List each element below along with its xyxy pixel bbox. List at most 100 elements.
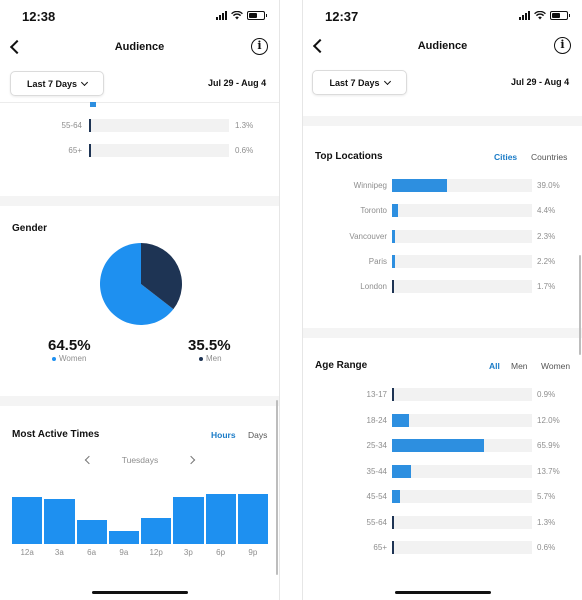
- screen-gap: [280, 0, 302, 600]
- bar-track: [392, 280, 532, 294]
- bar-fill: [392, 229, 395, 243]
- bar-track: [392, 254, 532, 268]
- women-legend: Women: [52, 354, 86, 363]
- women-dot-icon: [52, 356, 56, 361]
- hour-bar[interactable]: [108, 531, 139, 544]
- hour-tick-label: 6p: [216, 548, 226, 557]
- row-label: 13-17: [366, 390, 387, 399]
- bar-track: [392, 204, 532, 218]
- phone-screen-right: 12:37 Audience i Last 7 Days Jul 29 - Au…: [302, 0, 582, 600]
- bar-fill: [392, 439, 484, 452]
- men-label: Men: [206, 354, 222, 363]
- row-label: 55-64: [61, 121, 82, 130]
- hour-bar[interactable]: [76, 520, 107, 544]
- bar-track: [392, 439, 532, 452]
- wifi-icon: [534, 11, 546, 20]
- chevron-left-icon[interactable]: [84, 455, 94, 465]
- gender-pie-chart: [99, 243, 182, 325]
- bar-fill: [392, 204, 398, 218]
- bar-fill: [392, 541, 394, 554]
- phone-screen-left: 12:38 Audience i Last 7 Days Jul 29 - Au…: [0, 0, 280, 600]
- row-value: 1.3%: [537, 517, 556, 527]
- status-icons: [519, 11, 570, 20]
- active-times-axis: 12a 3a 6a 9a 12p 3p 6p 9p: [12, 548, 270, 560]
- bar-fill: [392, 280, 394, 294]
- hour-tick-label: 3p: [183, 548, 193, 557]
- tab-days[interactable]: Days: [248, 430, 268, 440]
- info-icon[interactable]: i: [251, 38, 268, 55]
- men-legend: Men: [199, 354, 222, 363]
- hour-tick-label: 6a: [87, 548, 97, 557]
- row-value: 65.9%: [537, 441, 560, 450]
- tab-men[interactable]: Men: [511, 361, 528, 371]
- most-active-times-title: Most Active Times: [12, 429, 100, 440]
- date-range-text: Jul 29 - Aug 4: [208, 78, 267, 88]
- hour-bar[interactable]: [141, 518, 172, 544]
- date-range-text: Jul 29 - Aug 4: [511, 77, 570, 87]
- date-range-dropdown[interactable]: Last 7 Days: [10, 71, 104, 96]
- row-value: 12.0%: [537, 415, 560, 425]
- row-label: 55-64: [366, 517, 387, 527]
- tab-women[interactable]: Women: [541, 361, 571, 371]
- row-label: 65+: [373, 543, 387, 552]
- row-value: 13.7%: [537, 466, 560, 476]
- row-value: 2.2%: [537, 256, 556, 266]
- row-value: 1.7%: [537, 282, 556, 292]
- date-range-dropdown[interactable]: Last 7 Days: [312, 70, 407, 95]
- age-range-title: Age Range: [315, 360, 368, 371]
- tab-hours[interactable]: Hours: [211, 430, 236, 440]
- info-icon[interactable]: i: [554, 37, 571, 54]
- pie-slice-men: [141, 243, 182, 310]
- top-locations-title: Top Locations: [315, 151, 383, 162]
- bar-track: [392, 413, 532, 427]
- row-value: 0.6%: [537, 543, 556, 552]
- tab-all[interactable]: All: [489, 361, 500, 371]
- women-percent: 64.5%: [48, 337, 91, 354]
- hour-tick-label: 9a: [119, 548, 129, 557]
- home-indicator[interactable]: [395, 591, 491, 594]
- age-bar-partial: [90, 102, 96, 107]
- scroll-indicator[interactable]: [579, 255, 581, 355]
- section-separator: [303, 328, 582, 338]
- bar-track: [392, 388, 532, 401]
- bar-track: [89, 119, 229, 132]
- bar-fill: [89, 144, 91, 157]
- row-label: 45-54: [366, 492, 387, 501]
- section-separator: [303, 116, 582, 126]
- battery-icon: [550, 11, 570, 20]
- page-title: Audience: [114, 41, 165, 53]
- bar-track: [89, 144, 229, 157]
- bar-fill: [392, 464, 411, 478]
- chevron-right-icon[interactable]: [186, 455, 196, 465]
- page-title: Audience: [417, 40, 468, 52]
- hour-bar[interactable]: [173, 497, 204, 544]
- tab-cities[interactable]: Cities: [494, 152, 518, 162]
- chevron-down-icon: [80, 78, 89, 86]
- bar-fill: [392, 179, 447, 192]
- row-label: Toronto: [360, 206, 387, 216]
- tab-countries[interactable]: Countries: [531, 152, 568, 162]
- men-dot-icon: [199, 356, 203, 361]
- bar-track: [392, 515, 532, 529]
- chevron-down-icon: [383, 77, 391, 85]
- row-value: 4.4%: [537, 206, 556, 216]
- section-separator: [0, 396, 279, 406]
- home-indicator[interactable]: [92, 591, 188, 594]
- pie-slice-women: [99, 243, 174, 325]
- hour-bar[interactable]: [237, 494, 268, 544]
- bar-fill: [392, 490, 400, 503]
- signal-icon: [519, 11, 530, 20]
- hour-bar[interactable]: [205, 494, 236, 544]
- dropdown-label: Last 7 Days: [329, 77, 380, 88]
- bar-fill: [392, 515, 394, 529]
- row-value: 1.3%: [235, 121, 254, 130]
- row-value: 5.7%: [537, 492, 556, 501]
- scroll-indicator[interactable]: [276, 400, 278, 575]
- bar-track: [392, 541, 532, 554]
- row-label: Paris: [368, 256, 387, 266]
- hour-bar[interactable]: [44, 499, 75, 544]
- hour-bar[interactable]: [12, 497, 43, 544]
- row-label: 25-34: [366, 441, 387, 450]
- hour-tick-label: 3a: [54, 548, 64, 557]
- section-separator: [0, 196, 279, 206]
